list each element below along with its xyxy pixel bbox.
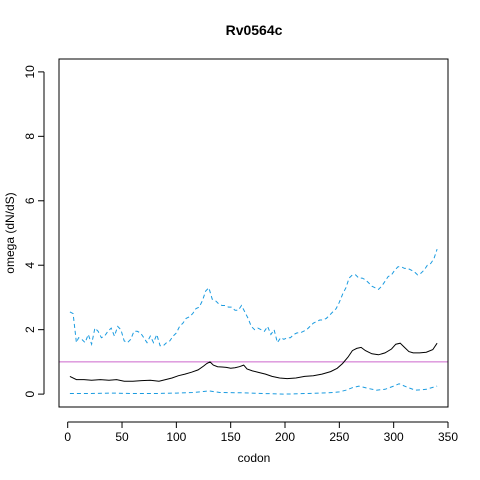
series-line-3: [69, 383, 438, 395]
y-tick-label: 8: [23, 133, 37, 140]
x-tick-label: 300: [384, 430, 404, 444]
x-axis-label: codon: [238, 451, 271, 465]
axes: 0 50 100 150 200 250 300 350 0 2 4 6 8 10: [23, 65, 458, 444]
plot-frame: [58, 58, 449, 408]
y-tick-label: 10: [23, 65, 37, 79]
x-tick-label: 200: [275, 430, 295, 444]
y-tick-label: 6: [23, 197, 37, 204]
series-line-1: [69, 248, 438, 347]
plot-area: [59, 248, 448, 395]
chart-title: Rv0564c: [226, 22, 283, 38]
y-axis-label: omega (dN/dS): [3, 192, 17, 273]
y-tick-label: 4: [23, 262, 37, 269]
x-tick-label: 150: [221, 430, 241, 444]
y-tick-label: 0: [23, 390, 37, 397]
x-tick-label: 50: [115, 430, 129, 444]
y-tick-label: 2: [23, 326, 37, 333]
x-tick-label: 350: [438, 430, 458, 444]
x-tick-label: 0: [64, 430, 71, 444]
series-line-2: [69, 342, 438, 382]
x-tick-label: 100: [166, 430, 186, 444]
x-tick-label: 250: [329, 430, 349, 444]
